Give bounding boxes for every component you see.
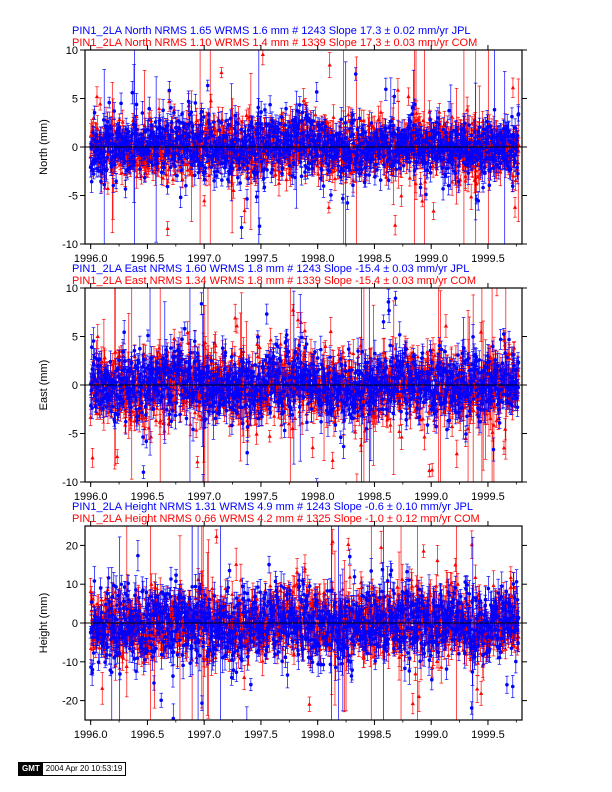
data-point xyxy=(473,168,479,173)
data-point xyxy=(244,113,249,117)
data-point xyxy=(303,173,308,178)
data-point xyxy=(414,111,419,115)
data-point xyxy=(281,120,286,125)
data-point xyxy=(331,115,336,119)
data-point xyxy=(139,173,144,178)
data-point xyxy=(326,205,331,210)
data-point xyxy=(276,181,282,185)
data-point xyxy=(406,94,411,99)
data-point xyxy=(332,176,338,181)
data-point xyxy=(348,170,354,174)
data-point xyxy=(301,98,306,103)
data-point xyxy=(465,128,470,133)
data-point xyxy=(449,114,454,119)
data-point xyxy=(95,125,100,130)
data-point xyxy=(170,177,176,182)
data-point xyxy=(219,70,224,75)
data-point xyxy=(236,115,241,120)
data-point xyxy=(142,122,147,127)
data-point xyxy=(202,198,207,203)
data-point xyxy=(463,178,468,183)
data-point xyxy=(264,161,269,166)
data-point xyxy=(367,122,372,126)
data-point xyxy=(393,222,398,227)
plot-area xyxy=(88,50,521,244)
data-point xyxy=(242,208,247,213)
data-point xyxy=(431,208,436,213)
data-point xyxy=(345,127,350,132)
data-point xyxy=(359,118,364,122)
data-point xyxy=(94,94,100,99)
data-point xyxy=(165,226,170,231)
data-point xyxy=(164,172,169,177)
data-point xyxy=(346,112,351,117)
data-point xyxy=(120,127,126,132)
data-point xyxy=(395,87,401,92)
data-point xyxy=(423,179,428,184)
panel-title-line: PIN1_2LA North NRMS 1.65 WRMS 1.6 mm # 1… xyxy=(72,25,471,37)
data-point xyxy=(231,188,236,192)
panel-title-line: PIN1_2LA North NRMS 1.10 WRMS 1.4 mm # 1… xyxy=(72,37,477,49)
data-point xyxy=(157,106,162,111)
data-point xyxy=(240,119,245,124)
data-point xyxy=(478,171,483,176)
data-point xyxy=(273,172,278,176)
data-point xyxy=(260,52,265,57)
data-point xyxy=(262,128,267,133)
data-point xyxy=(284,177,289,182)
data-point xyxy=(303,101,308,106)
data-point xyxy=(469,121,475,126)
data-point xyxy=(105,186,110,191)
data-point xyxy=(465,107,470,112)
data-point xyxy=(166,167,171,172)
panel-0: PIN1_2LA North NRMS 1.65 WRMS 1.6 mm # 1… xyxy=(38,25,527,265)
data-point xyxy=(123,172,128,176)
data-point xyxy=(194,118,199,123)
data-point xyxy=(272,167,277,172)
data-point xyxy=(134,174,139,179)
data-point xyxy=(91,115,96,120)
data-point xyxy=(389,171,394,176)
data-point xyxy=(90,126,95,131)
data-point xyxy=(407,175,412,180)
data-point xyxy=(420,198,425,203)
data-point xyxy=(286,160,291,165)
data-point xyxy=(208,98,214,103)
data-point xyxy=(469,194,474,199)
data-point xyxy=(327,62,332,67)
data-point xyxy=(380,123,385,127)
data-point xyxy=(277,169,282,174)
data-point xyxy=(316,171,321,176)
data-point xyxy=(185,167,190,172)
data-point xyxy=(160,175,166,180)
data-point xyxy=(399,193,404,198)
data-point xyxy=(98,101,103,106)
data-point xyxy=(313,112,318,117)
